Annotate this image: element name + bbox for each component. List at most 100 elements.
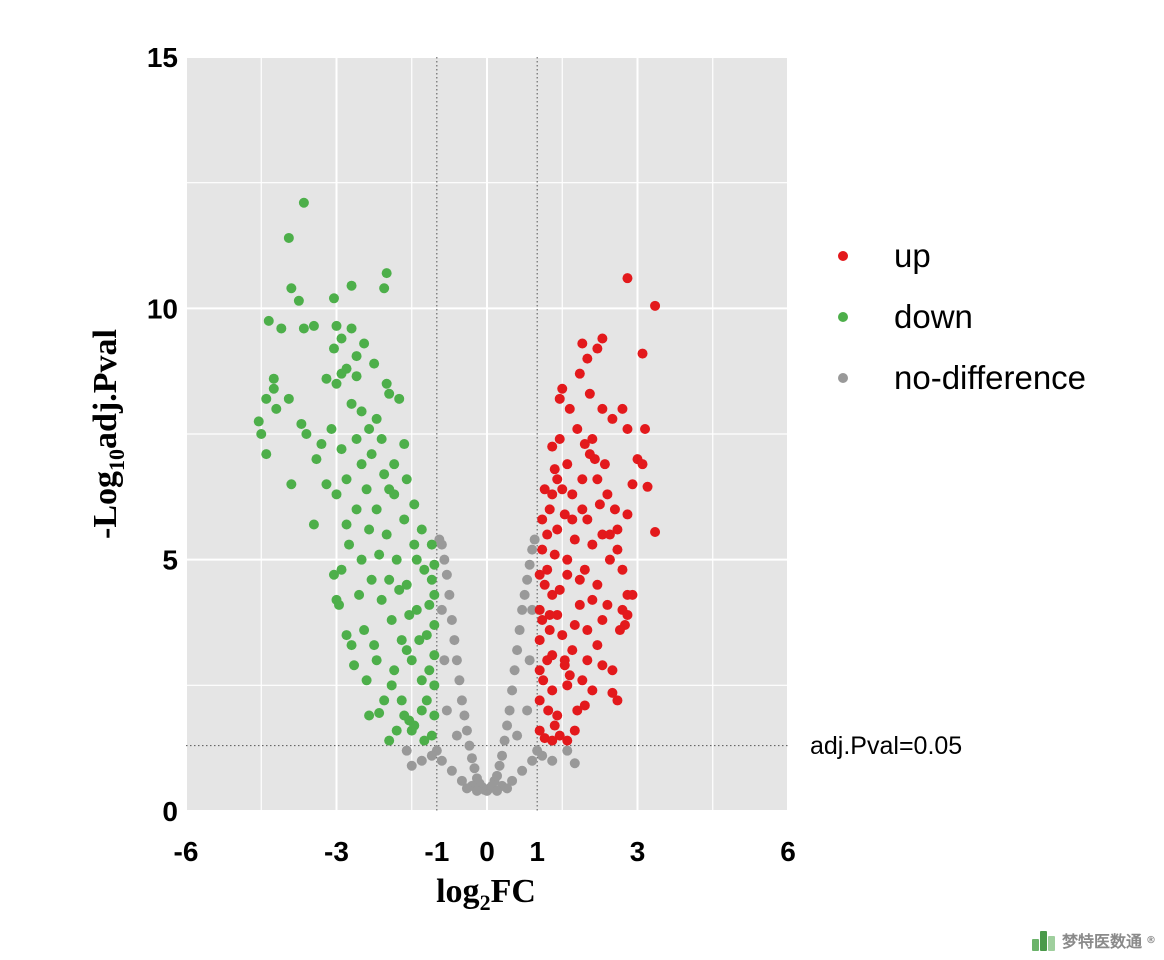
point-no-difference: [464, 740, 475, 751]
point-down: [419, 735, 430, 746]
point-down: [421, 630, 432, 641]
point-no-difference: [529, 534, 540, 545]
x-axis-title: log2FC: [436, 873, 536, 915]
point-up: [597, 660, 608, 671]
point-up: [627, 479, 638, 490]
point-down: [384, 735, 395, 746]
point-up: [549, 464, 560, 475]
point-down: [371, 655, 382, 666]
point-down: [369, 640, 380, 651]
point-no-difference: [416, 755, 427, 766]
point-down: [381, 529, 392, 540]
point-no-difference: [527, 544, 538, 555]
point-up: [587, 539, 598, 550]
x-tick-label: -3: [324, 836, 349, 867]
point-no-difference: [502, 783, 513, 794]
point-down: [271, 403, 282, 414]
point-up: [607, 413, 618, 424]
point-down: [261, 393, 272, 404]
point-down: [379, 283, 390, 294]
point-up: [564, 403, 575, 414]
point-up: [544, 625, 555, 636]
point-up: [584, 388, 595, 399]
y-tick-label: 5: [162, 545, 178, 576]
point-no-difference: [517, 604, 528, 615]
legend: up down no-difference: [838, 237, 1086, 396]
point-down: [346, 398, 357, 409]
point-up: [554, 584, 565, 595]
series-down: [253, 197, 440, 746]
point-down: [366, 449, 377, 460]
point-no-difference: [454, 675, 465, 686]
point-down: [341, 474, 352, 485]
point-no-difference: [471, 785, 482, 796]
point-up: [557, 383, 568, 394]
point-up: [534, 604, 545, 615]
point-down: [349, 660, 360, 671]
point-up: [574, 574, 585, 585]
point-no-difference: [537, 750, 548, 761]
point-no-difference: [406, 760, 417, 771]
point-down: [376, 594, 387, 605]
point-up: [577, 338, 588, 349]
point-up: [604, 529, 615, 540]
point-up: [544, 504, 555, 515]
point-up: [537, 614, 548, 625]
point-down: [389, 665, 400, 676]
x-axis-title-rest: FC: [491, 873, 536, 910]
point-up: [622, 609, 633, 620]
point-up: [597, 403, 608, 414]
point-down: [399, 514, 410, 525]
legend-label: no-difference: [894, 359, 1086, 396]
point-up: [594, 499, 605, 510]
point-up: [542, 529, 553, 540]
point-no-difference: [522, 574, 533, 585]
point-up: [569, 620, 580, 631]
point-up: [554, 730, 565, 741]
point-down: [401, 645, 412, 656]
point-up: [637, 459, 648, 470]
point-up: [597, 614, 608, 625]
point-up: [562, 735, 573, 746]
point-up: [572, 705, 583, 716]
point-up: [597, 529, 608, 540]
point-down: [286, 283, 297, 294]
point-down: [416, 705, 427, 716]
point-up: [547, 589, 558, 600]
point-down: [256, 429, 267, 439]
watermark-registered-mark: ®: [1146, 934, 1156, 946]
point-down: [416, 675, 427, 686]
point-up: [612, 544, 623, 555]
point-up: [579, 564, 590, 575]
point-down: [396, 695, 407, 706]
point-down: [399, 710, 410, 721]
point-down: [298, 197, 309, 208]
y-tick-label: 10: [147, 293, 178, 324]
legend-marker: [838, 251, 848, 261]
point-up: [567, 514, 578, 525]
point-up: [557, 484, 568, 495]
point-down: [426, 539, 437, 550]
point-down: [429, 680, 440, 691]
point-up: [537, 514, 548, 525]
x-tick-label: -1: [424, 836, 449, 867]
point-down: [296, 418, 307, 429]
legend-marker: [838, 373, 848, 383]
point-down: [336, 444, 347, 455]
legend-label: up: [894, 237, 931, 274]
point-down: [424, 599, 435, 610]
point-down: [429, 620, 440, 631]
point-down: [429, 710, 440, 721]
y-axis-title-base: -Log: [87, 471, 124, 539]
point-up: [584, 449, 595, 460]
x-axis-title-base: log: [436, 873, 479, 910]
point-down: [391, 725, 402, 736]
point-down: [341, 630, 352, 641]
point-up: [592, 640, 603, 651]
point-down: [409, 539, 420, 550]
point-no-difference: [441, 705, 452, 716]
point-no-difference: [451, 730, 462, 741]
point-no-difference: [449, 635, 460, 646]
point-no-difference: [514, 625, 525, 636]
